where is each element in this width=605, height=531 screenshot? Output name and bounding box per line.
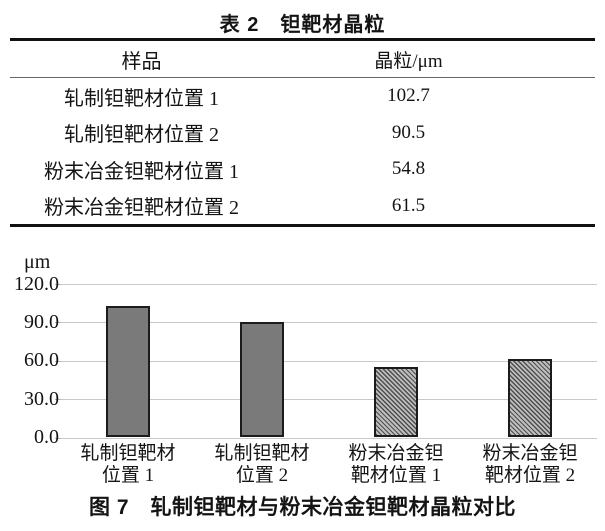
grain-value-cell: 61.5 bbox=[391, 194, 426, 216]
y-axis-tick bbox=[55, 437, 61, 439]
grain-value-cell: 90.5 bbox=[391, 121, 426, 143]
y-tick-label: 0.0 bbox=[34, 426, 59, 448]
x-category-label-line: 位置 2 bbox=[235, 464, 289, 486]
sample-cell: 轧制钽靶材位置 2 bbox=[64, 124, 219, 147]
x-category-label: 粉末冶金钽 靶材位置 2 bbox=[465, 443, 595, 486]
x-category-label-line: 靶材位置 1 bbox=[350, 464, 442, 486]
y-axis-tick bbox=[55, 360, 61, 362]
chart-bar-4 bbox=[508, 358, 552, 438]
column-header-grain: 晶粒/μm bbox=[374, 50, 443, 72]
x-category-label: 轧制钽靶材 位置 2 bbox=[197, 443, 327, 486]
chart-bar-3 bbox=[374, 367, 418, 438]
table-row: 轧制钽靶材位置 2 90.5 bbox=[10, 115, 595, 152]
grain-size-table: 样品 晶粒/μm 轧制钽靶材位置 1 102.7 轧制钽靶材位置 2 90.5 粉末冶金… bbox=[10, 38, 595, 227]
gridline bbox=[61, 322, 597, 324]
x-category-label-line: 靶材位置 2 bbox=[484, 464, 576, 486]
y-tick-label: 30.0 bbox=[24, 387, 59, 410]
x-category-label-line: 轧制钽靶材 bbox=[214, 443, 310, 464]
x-category-label-line: 粉末冶金钽 bbox=[348, 443, 444, 464]
table-header-row: 样品 晶粒/μm bbox=[10, 41, 595, 78]
y-tick-label: 60.0 bbox=[24, 349, 59, 372]
x-category-label-line: 粉末冶金钽 bbox=[482, 443, 578, 464]
y-tick-label: 90.0 bbox=[24, 310, 59, 333]
gridline bbox=[61, 399, 597, 401]
table-row: 粉末冶金钽靶材位置 1 54.8 bbox=[10, 151, 595, 188]
y-axis-tick bbox=[55, 399, 61, 401]
grain-value-cell: 54.8 bbox=[391, 158, 426, 180]
y-axis-tick bbox=[55, 322, 61, 324]
x-category-label: 粉末冶金钽 靶材位置 1 bbox=[331, 443, 461, 486]
y-axis-tick bbox=[55, 284, 61, 285]
column-header-sample: 样品 bbox=[121, 50, 162, 73]
x-category-label: 轧制钽靶材 位置 1 bbox=[63, 443, 193, 486]
x-category-label-line: 轧制钽靶材 bbox=[80, 443, 176, 464]
figure-caption: 图 7 轧制钽靶材与粉末冶金钽靶材晶粒对比 bbox=[88, 496, 516, 519]
bar-chart: μm 0.0 30.0 60.0 90.0 120.0 轧制钽靶材 位置 1 轧制钽靶材 位置 … bbox=[0, 250, 605, 491]
table-row: 轧制钽靶材位置 1 102.7 bbox=[10, 78, 595, 115]
y-tick-label: 120.0 bbox=[14, 272, 59, 295]
chart-bar-2 bbox=[240, 321, 284, 438]
sample-cell: 粉末冶金钽靶材位置 2 bbox=[44, 197, 239, 220]
table-title: 表 2 钽靶材晶粒 bbox=[219, 14, 386, 36]
gridline bbox=[61, 437, 597, 439]
sample-cell: 粉末冶金钽靶材位置 1 bbox=[44, 160, 239, 183]
sample-cell: 轧制钽靶材位置 1 bbox=[64, 87, 219, 110]
table-row: 粉末冶金钽靶材位置 2 61.5 bbox=[10, 188, 595, 225]
y-axis-unit-label: μm bbox=[24, 251, 51, 273]
gridline bbox=[61, 360, 597, 362]
table-body: 轧制钽靶材位置 1 102.7 轧制钽靶材位置 2 90.5 粉末冶金钽靶材位置 1 54… bbox=[10, 78, 595, 224]
chart-bar-1 bbox=[106, 306, 150, 438]
gridline bbox=[61, 284, 597, 285]
x-category-label-line: 位置 1 bbox=[101, 464, 155, 486]
grain-value-cell: 102.7 bbox=[387, 85, 430, 107]
